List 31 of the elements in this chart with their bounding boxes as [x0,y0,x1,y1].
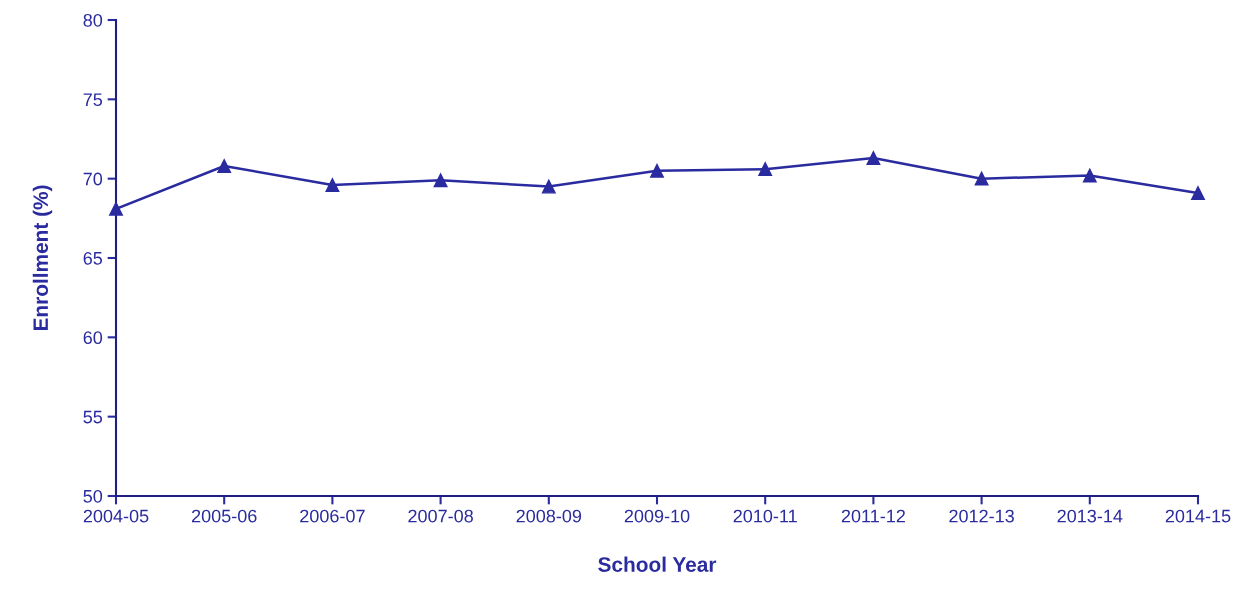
x-tick-label: 2014-15 [1165,509,1231,523]
y-tick-label: 55 [83,410,103,424]
point [650,163,664,178]
y-tick-label: 60 [83,331,103,345]
x-tick-label: 2011-12 [841,509,905,523]
x-tick-label: 2007-08 [408,509,473,523]
point [1191,186,1205,200]
y-tick-label: 70 [83,172,103,186]
y-axis-title: Enrollment (%) [32,185,53,331]
point [866,151,881,165]
y-tick-label: 50 [83,489,103,503]
point [541,179,556,194]
y-tick-label: 80 [83,13,103,27]
x-tick-label: 2004-05 [83,509,149,523]
point [325,178,340,192]
x-tick-label: 2006-07 [300,509,365,523]
point [974,171,989,186]
point [1082,168,1097,183]
y-tick-label: 75 [83,93,103,107]
x-axis-title: School Year [598,556,717,572]
point [433,173,448,188]
point [758,162,773,177]
x-tick-label: 2008-09 [516,509,582,523]
x-tick-label: 2005-06 [191,509,257,523]
point [109,201,123,216]
x-tick-label: 2009-10 [624,509,690,523]
x-tick-label: 2013-14 [1057,509,1123,523]
y-tick-label: 65 [83,251,103,265]
x-tick-label: 2012-13 [949,509,1014,523]
point [217,159,232,173]
x-tick-label: 2010-11 [733,509,797,523]
